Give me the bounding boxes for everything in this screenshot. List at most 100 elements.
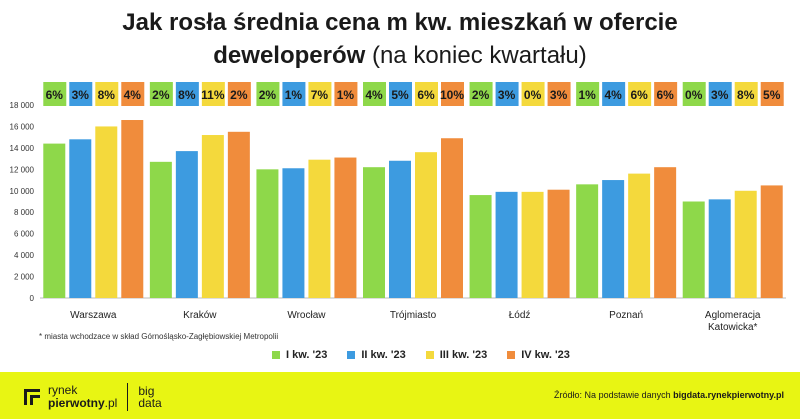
growth-label-box	[602, 82, 626, 106]
logo-text: rynek pierwotny.pl	[48, 384, 117, 410]
growth-label: 0%	[524, 88, 542, 102]
bar	[363, 167, 385, 298]
growth-label: 4%	[604, 88, 622, 102]
logo-icon	[22, 387, 42, 407]
y-tick-label: 14 000	[10, 144, 35, 153]
title-line-2-light: (na koniec kwartału)	[371, 42, 587, 69]
growth-label-box	[760, 82, 784, 106]
x-tick-label: Katowicka*	[708, 322, 758, 333]
bar	[334, 157, 357, 298]
growth-label: 5%	[763, 88, 781, 102]
y-tick-label: 10 000	[10, 187, 35, 196]
x-tick-label: Trójmiasto	[390, 310, 437, 321]
bar	[495, 191, 518, 298]
growth-label-box	[521, 82, 545, 106]
bar	[149, 161, 172, 298]
bar	[734, 190, 757, 298]
growth-label-box	[734, 82, 758, 106]
bar	[415, 152, 437, 298]
growth-label: 2%	[230, 88, 248, 102]
bar	[441, 138, 463, 298]
growth-label: 2%	[259, 88, 277, 102]
y-tick-label: 18 000	[10, 101, 35, 110]
legend-swatch-q3	[425, 351, 434, 359]
growth-label-box	[308, 82, 332, 106]
growth-label-box	[256, 82, 280, 106]
growth-label: 6%	[630, 88, 648, 102]
growth-label-box	[682, 82, 706, 106]
growth-label-box	[149, 82, 173, 106]
legend-swatch-q1	[272, 351, 280, 359]
legend-item-q1: I kw. '23	[272, 349, 327, 361]
growth-label: 4%	[124, 88, 142, 102]
x-tick-label: Łódź	[509, 310, 531, 321]
source-link[interactable]: bigdata.rynekpierwotny.pl	[673, 390, 784, 400]
bar	[654, 167, 677, 298]
growth-label: 10%	[440, 88, 464, 102]
legend-swatch-q2	[347, 351, 356, 359]
growth-label: 8%	[178, 88, 196, 102]
growth-label: 2%	[152, 88, 170, 102]
y-tick-label: 6 000	[14, 230, 35, 239]
chart-title: Jak rosła średnia cena m kw. mieszkań w …	[0, 6, 800, 72]
growth-label-box	[441, 82, 464, 106]
growth-label: 6%	[417, 88, 435, 102]
source-note: Źródło: Na podstawie danych bigdata.ryne…	[554, 390, 784, 400]
bar	[43, 143, 66, 298]
bigdata-line-2: data	[138, 396, 162, 410]
bar	[760, 185, 783, 298]
growth-label-box	[576, 82, 600, 106]
footnote: * miasta wchodzace w skład Górnośląsko-Z…	[39, 332, 279, 341]
growth-label-box	[175, 82, 199, 106]
legend-label-q1: I kw. '23	[286, 349, 328, 361]
bar	[282, 168, 305, 298]
bigdata-line-1: big	[138, 384, 155, 398]
growth-label-box	[201, 82, 225, 106]
legend-item-q3: III kw. '23	[425, 349, 487, 361]
growth-label: 2%	[472, 88, 490, 102]
bar	[95, 126, 118, 298]
logo[interactable]: rynek pierwotny.pl big data	[22, 383, 162, 411]
x-tick-label: Wrocław	[287, 310, 326, 321]
bar	[121, 120, 144, 298]
x-tick-label: Aglomeracja	[705, 310, 761, 321]
growth-label: 5%	[391, 88, 409, 102]
growth-label-box	[95, 82, 119, 106]
growth-label-box	[547, 82, 571, 106]
growth-label-box	[69, 82, 93, 106]
growth-label-box	[282, 82, 306, 106]
growth-label: 0%	[685, 88, 703, 102]
bar	[175, 151, 198, 298]
growth-label-box	[227, 82, 251, 106]
title-line-2-bold: deweloperów	[213, 42, 366, 69]
logo-line-1: rynek	[48, 383, 78, 397]
growth-label-box	[469, 82, 493, 106]
y-tick-label: 0	[30, 294, 35, 303]
bar	[227, 131, 250, 298]
footer-bar: rynek pierwotny.pl big data Źródło: Na p…	[0, 372, 800, 419]
bar	[602, 180, 625, 298]
growth-label: 3%	[498, 88, 516, 102]
growth-label: 6%	[46, 88, 64, 102]
legend-swatch-q4	[507, 351, 516, 359]
growth-label: 6%	[656, 88, 674, 102]
bar	[576, 184, 599, 298]
growth-label: 7%	[311, 88, 329, 102]
bar	[708, 199, 731, 298]
source-prefix: Źródło: Na podstawie danych	[554, 390, 671, 400]
x-tick-label: Kraków	[183, 310, 217, 321]
growth-label-box	[43, 82, 67, 106]
logo-line-2-light: .pl	[104, 396, 118, 410]
growth-label-box	[708, 82, 732, 106]
growth-label: 4%	[365, 88, 383, 102]
growth-label: 1%	[337, 88, 355, 102]
growth-label-box	[121, 82, 145, 106]
y-tick-label: 4 000	[14, 251, 35, 260]
bar	[308, 159, 331, 298]
title-line-1: Jak rosła średnia cena m kw. mieszkań w …	[122, 9, 678, 36]
growth-label-box	[363, 82, 386, 106]
y-tick-label: 8 000	[14, 208, 35, 217]
y-tick-label: 12 000	[10, 165, 35, 174]
bar	[521, 191, 544, 298]
bar	[256, 169, 279, 298]
